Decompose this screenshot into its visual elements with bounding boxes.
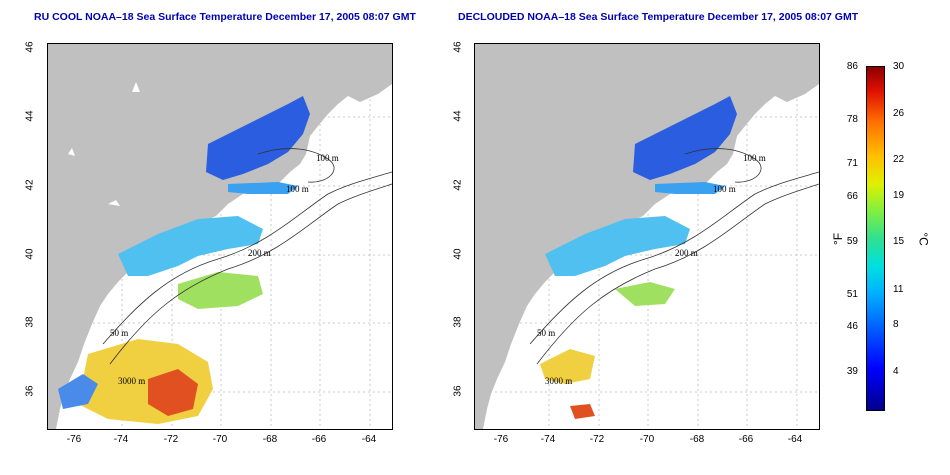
y-tick: 44 [452,110,464,122]
contour-labels: 100 m 100 m 200 m 50 m 3000 m [110,153,339,386]
sst-shelf [118,216,263,276]
c-label: 30 [893,61,905,72]
y-tick: 42 [24,179,36,191]
x-tick: -74 [540,434,556,445]
c-label: 8 [893,319,899,330]
x-tick: -64 [361,434,377,445]
y-tick: 40 [24,248,36,260]
x-tick: -74 [113,434,129,445]
contour-label: 200 m [675,248,698,258]
celsius-unit-label: °C [916,232,931,246]
y-tick: 38 [24,316,36,328]
x-tick: -66 [738,434,754,445]
contour-label: 50 m [110,328,128,338]
f-label: 59 [846,236,858,247]
contour-label: 3000 m [118,376,145,386]
x-tick: -70 [639,434,655,445]
bathymetry-contours [102,148,392,365]
sst-gulf-of-maine [206,96,310,180]
x-tick: -72 [163,434,179,445]
y-tick: 46 [24,41,36,53]
y-tick: 38 [452,316,464,328]
bathymetry-contours [529,148,819,365]
contour-labels: 100 m 100 m 200 m 50 m 3000 m [537,153,766,386]
c-label: 19 [893,190,905,201]
y-tick: 42 [452,179,464,191]
x-tick: -68 [262,434,278,445]
right-map-title: DECLOUDED NOAA–18 Sea Surface Temperatur… [458,11,859,23]
f-label: 39 [846,366,858,377]
f-label: 66 [846,191,858,202]
temperature-colorbar [866,66,885,411]
c-label: 15 [893,236,905,247]
fahrenheit-unit-label: °F [831,232,846,246]
x-tick: -76 [493,434,509,445]
sst-coastal [58,374,98,409]
x-tick: -64 [787,434,803,445]
x-tick: -72 [589,434,605,445]
x-tick: -70 [212,434,228,445]
sst-gulfstream [540,349,595,384]
sst-georges-bank [655,182,725,194]
left-sst-map: 100 m 100 m 200 m 50 m 3000 m [47,43,393,430]
contour-label: 100 m [713,184,736,194]
land [48,44,392,429]
y-tick: 44 [24,110,36,122]
contour-label: 3000 m [545,376,572,386]
x-tick: -66 [311,434,327,445]
f-label: 78 [846,114,858,125]
f-label: 51 [846,289,858,300]
contour-label: 100 m [286,184,309,194]
contour-label: 100 m [743,153,766,163]
c-label: 22 [893,154,905,165]
sst-gulf-of-maine [633,96,737,180]
right-sst-map: 100 m 100 m 200 m 50 m 3000 m [474,43,820,430]
sst-shelf [545,216,690,276]
sst-gulfstream-warm [148,369,198,416]
x-tick: -76 [66,434,82,445]
contour-label: 100 m [316,153,339,163]
sst-georges-bank [228,182,298,194]
left-map-title: RU COOL NOAA–18 Sea Surface Temperature … [34,11,416,23]
sst-slope [178,272,263,309]
y-tick: 46 [452,41,464,53]
c-label: 26 [893,108,905,119]
land [475,44,819,429]
sst-slope [615,282,675,306]
y-tick: 36 [452,385,464,397]
y-tick: 36 [24,385,36,397]
contour-label: 50 m [537,328,555,338]
c-label: 11 [893,284,904,295]
f-label: 46 [846,321,858,332]
left-map-canvas: 100 m 100 m 200 m 50 m 3000 m [48,44,392,429]
contour-label: 200 m [248,248,271,258]
sst-gulfstream-warm [570,404,595,419]
f-label: 86 [846,61,858,72]
right-map-canvas: 100 m 100 m 200 m 50 m 3000 m [475,44,819,429]
f-label: 71 [846,158,858,169]
y-tick: 40 [452,248,464,260]
x-tick: -68 [689,434,705,445]
c-label: 4 [893,366,899,377]
